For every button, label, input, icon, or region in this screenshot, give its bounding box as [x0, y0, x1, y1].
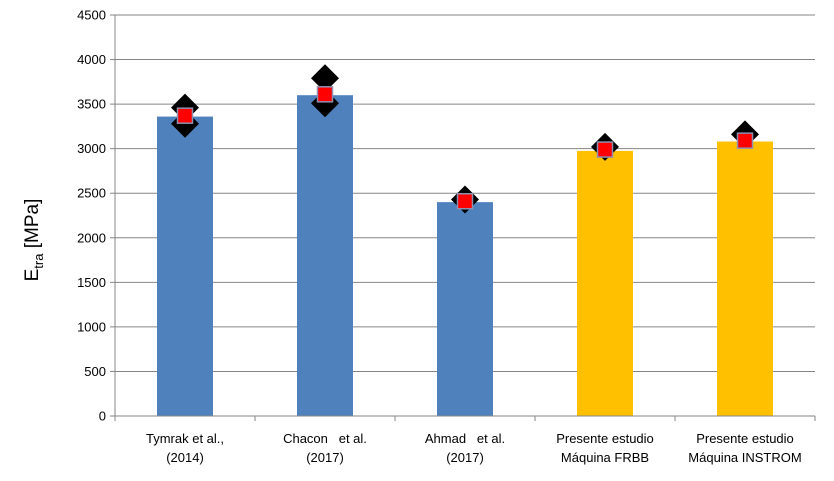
bar-0: [157, 116, 213, 416]
y-tick-label-2500: 2500: [77, 186, 106, 201]
y-tick-label-3500: 3500: [77, 97, 106, 112]
x-category-labels: Tymrak et al., (2014)Chacon et al. (2017)A…: [146, 431, 802, 465]
x-tick-label-line: Chacon et al.: [283, 431, 367, 446]
bar-3: [577, 150, 633, 416]
axes: [110, 14, 816, 421]
y-tick-label-1500: 1500: [77, 275, 106, 290]
x-tick-label-4: Presente estudio Máquina INSTROM: [688, 431, 801, 465]
mean-marker-1: [316, 86, 334, 103]
mean-marker-0: [176, 107, 194, 124]
x-tick-label-line: Ahmad et al.: [425, 431, 505, 446]
x-tick-label-2: Ahmad et al. (2017): [425, 431, 505, 465]
mean-marker-4: [736, 132, 754, 149]
x-tick-label-line: Máquina INSTROM: [688, 450, 801, 465]
bar-1: [297, 95, 353, 416]
x-tick-label-3: Presente estudio Máquina FRBB: [556, 431, 654, 465]
mean-marker-3: [596, 141, 614, 158]
diamond-marker-1-1: [311, 64, 339, 93]
x-tick-label-line: (2017): [446, 450, 484, 465]
mean-marker-2: [456, 192, 474, 210]
y-tick-label-4000: 4000: [77, 52, 106, 67]
y-tick-labels: 0 500 1000 1500 2000 2500 3000 3500 4000 4500: [77, 8, 106, 424]
bar-2: [437, 202, 493, 416]
x-tick-label-line: Presente estudio: [556, 431, 654, 446]
x-tick-label-0: Tymrak et al., (2014): [146, 431, 224, 465]
y-tick-label-0: 0: [99, 409, 106, 424]
y-tick-label-4500: 4500: [77, 8, 106, 23]
x-tick-label-line: (2017): [306, 450, 344, 465]
y-axis-label: Etra [MPa]: [22, 199, 46, 282]
x-tick-label-1: Chacon et al. (2017): [283, 431, 367, 465]
y-axis-label-subscript: tra: [31, 253, 46, 269]
x-tick-label-line: (2014): [166, 450, 204, 465]
bars: [157, 95, 773, 416]
y-tick-label-1000: 1000: [77, 319, 106, 334]
y-tick-label-500: 500: [84, 364, 106, 379]
markers: [171, 64, 759, 214]
y-axis-label-main: E: [22, 269, 43, 282]
y-tick-label-2000: 2000: [77, 230, 106, 245]
bar-4: [717, 141, 773, 416]
x-tick-label-line: Máquina FRBB: [561, 450, 649, 465]
x-tick-label-line: Presente estudio: [696, 431, 794, 446]
y-axis-label-suffix: [MPa]: [22, 199, 43, 254]
x-tick-label-line: Tymrak et al.,: [146, 431, 224, 446]
y-tick-label-3000: 3000: [77, 141, 106, 156]
